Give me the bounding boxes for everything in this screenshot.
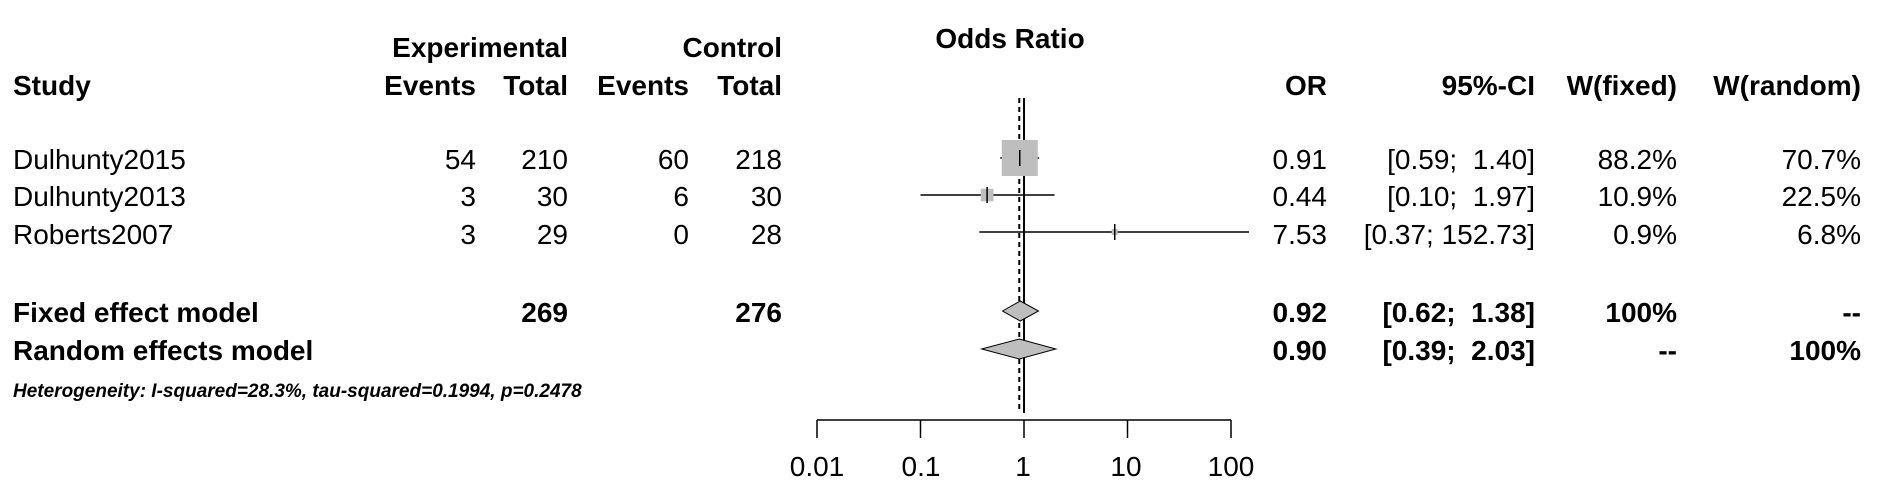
x-tick-label-1: 1 xyxy=(1015,451,1031,482)
summary-diamond xyxy=(1001,300,1040,322)
study-name: Dulhunty2013 xyxy=(13,181,186,212)
odds-ratio-value: 0.92 xyxy=(1273,297,1328,328)
model-name: Fixed effect model xyxy=(13,297,259,328)
header-total-experimental: Total xyxy=(503,70,568,101)
weight-fixed: 88.2% xyxy=(1598,144,1677,175)
study-row-dulhunty2013: Dulhunty2013 3 30 6 30 0.44 [0.10; 1.97]… xyxy=(13,181,1861,212)
total-control: 30 xyxy=(751,181,782,212)
odds-ratio-value: 7.53 xyxy=(1273,219,1328,250)
weight-fixed: 0.9% xyxy=(1613,219,1677,250)
model-name: Random effects model xyxy=(13,335,313,366)
weight-fixed: 10.9% xyxy=(1598,181,1677,212)
header-ci: 95%-CI xyxy=(1442,70,1535,101)
header-events-control: Events xyxy=(597,70,689,101)
study-row-dulhunty2015: Dulhunty2015 54 210 60 218 0.91 [0.59; 1… xyxy=(13,144,1861,175)
summary-diamond xyxy=(979,338,1058,360)
events-control: 60 xyxy=(658,144,689,175)
heterogeneity-note: Heterogeneity: I-squared=28.3%, tau-squa… xyxy=(13,381,582,402)
model-row-fixed: Fixed effect model 269 276 0.92 [0.62; 1… xyxy=(13,297,1861,328)
header-experimental: Experimental xyxy=(392,32,568,63)
confidence-interval: [0.62; 1.38] xyxy=(1382,297,1535,328)
plot-area xyxy=(816,98,1249,438)
total-control: 218 xyxy=(735,144,782,175)
events-experimental: 3 xyxy=(460,181,476,212)
header-total-control: Total xyxy=(717,70,782,101)
total-experimental: 269 xyxy=(521,297,568,328)
events-control: 0 xyxy=(673,219,689,250)
total-experimental: 210 xyxy=(521,144,568,175)
odds-ratio-value: 0.90 xyxy=(1273,335,1328,366)
weight-fixed: 100% xyxy=(1605,297,1677,328)
weight-random: 22.5% xyxy=(1782,181,1861,212)
x-tick-label-0.01: 0.01 xyxy=(790,451,845,482)
odds-ratio-value: 0.91 xyxy=(1273,144,1328,175)
header-odds-ratio-title: Odds Ratio xyxy=(935,23,1084,54)
header-study: Study xyxy=(13,70,91,101)
study-name: Dulhunty2015 xyxy=(13,144,186,175)
total-experimental: 30 xyxy=(537,181,568,212)
weight-random: 70.7% xyxy=(1782,144,1861,175)
total-control: 28 xyxy=(751,219,782,250)
weight-random: -- xyxy=(1842,297,1861,328)
study-name: Roberts2007 xyxy=(13,219,173,250)
x-tick-label-100: 100 xyxy=(1208,451,1255,482)
odds-ratio-value: 0.44 xyxy=(1273,181,1328,212)
header-w-fixed: W(fixed) xyxy=(1567,70,1677,101)
events-experimental: 3 xyxy=(460,219,476,250)
confidence-interval: [0.10; 1.97] xyxy=(1387,181,1535,212)
x-tick-label-10: 10 xyxy=(1110,451,1141,482)
events-experimental: 54 xyxy=(445,144,476,175)
total-experimental: 29 xyxy=(537,219,568,250)
header-w-random: W(random) xyxy=(1713,70,1861,101)
total-control: 276 xyxy=(735,297,782,328)
weight-random: 6.8% xyxy=(1797,219,1861,250)
header-control: Control xyxy=(682,32,782,63)
confidence-interval: [0.37; 152.73] xyxy=(1364,219,1535,250)
header-or: OR xyxy=(1285,70,1327,101)
x-tick-label-0.1: 0.1 xyxy=(902,451,941,482)
events-control: 6 xyxy=(673,181,689,212)
study-row-roberts2007: Roberts2007 3 29 0 28 7.53 [0.37; 152.73… xyxy=(13,219,1861,250)
weight-random: 100% xyxy=(1789,335,1861,366)
header-events-experimental: Events xyxy=(384,70,476,101)
confidence-interval: [0.39; 2.03] xyxy=(1382,335,1535,366)
weight-fixed: -- xyxy=(1658,335,1677,366)
confidence-interval: [0.59; 1.40] xyxy=(1387,144,1535,175)
model-row-random: Random effects model 0.90 [0.39; 2.03] -… xyxy=(13,335,1861,366)
